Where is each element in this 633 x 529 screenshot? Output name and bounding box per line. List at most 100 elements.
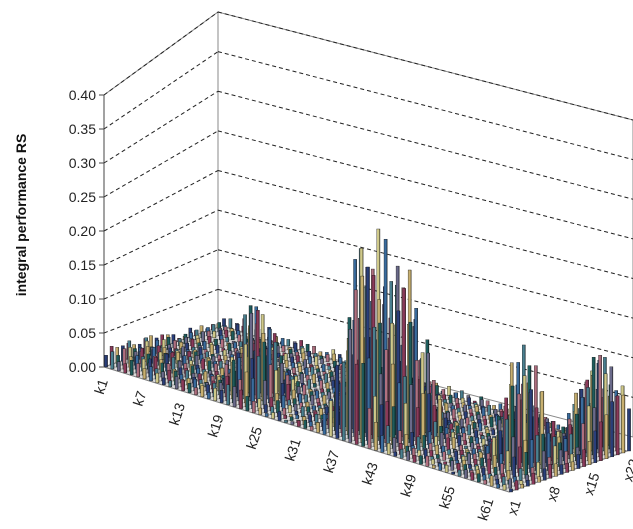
data-bar: [361, 363, 365, 447]
data-bar: [438, 463, 443, 471]
data-bar: [571, 461, 575, 471]
data-bar-shade: [238, 324, 240, 334]
data-bar-shade: [230, 343, 232, 354]
data-bar: [520, 484, 525, 489]
data-bar-shade: [310, 356, 312, 364]
data-bar-shade: [393, 364, 395, 445]
data-bar: [308, 356, 312, 364]
data-bar-shade: [277, 370, 278, 405]
data-bar-shade: [433, 459, 435, 465]
data-bar-shade: [273, 406, 274, 415]
data-bar-shade: [322, 388, 324, 394]
data-bar-shade: [151, 335, 153, 352]
data-bar-shade: [436, 436, 438, 451]
data-bar: [231, 331, 235, 340]
data-bar: [604, 414, 609, 459]
data-bar-shade: [567, 451, 568, 469]
data-bar-shade: [520, 446, 522, 477]
data-bar-shade: [308, 402, 310, 411]
data-bar: [452, 437, 456, 449]
data-bar-shade: [106, 355, 108, 367]
data-bar-shade: [441, 406, 443, 416]
data-bar-shade: [200, 373, 202, 385]
data-bar-shade: [305, 420, 307, 429]
data-bar-shade: [428, 456, 430, 467]
data-bar: [483, 419, 487, 426]
data-bar-shade: [521, 468, 523, 481]
data-bar-shade: [444, 394, 446, 402]
data-bar-shade: [444, 446, 446, 457]
data-bar-shade: [502, 463, 504, 479]
gridline-side: [103, 288, 219, 334]
data-bar-shade: [228, 384, 230, 405]
data-bar-shade: [302, 373, 304, 384]
data-bar-shade: [465, 433, 466, 441]
data-bar-shade: [325, 395, 327, 405]
data-bar-shade: [185, 355, 187, 370]
data-bar: [554, 463, 558, 477]
data-bar: [283, 414, 287, 419]
data-bar: [149, 366, 153, 382]
gridline-side: [103, 209, 219, 266]
data-bar-shade: [334, 380, 335, 390]
data-bar-shade: [573, 461, 575, 471]
data-bar: [489, 416, 494, 428]
data-bar-shade: [462, 419, 464, 429]
data-bar: [489, 475, 494, 487]
data-bar: [348, 329, 353, 443]
data-bar: [467, 397, 471, 406]
data-bar-shade: [301, 393, 303, 405]
data-bar-shade: [219, 355, 221, 362]
data-bar-shade: [590, 441, 592, 465]
data-bar-shade: [293, 362, 295, 370]
data-bar-shade: [440, 463, 442, 471]
data-bar-shade: [260, 398, 262, 411]
data-bar-shade: [495, 455, 497, 473]
data-bar-shade: [481, 432, 483, 435]
data-bar-shade: [311, 421, 313, 427]
data-bar-shade: [452, 403, 454, 408]
data-bar: [483, 479, 488, 485]
data-bar-shade: [472, 412, 474, 418]
data-bar-shade: [294, 390, 296, 403]
data-bar: [252, 401, 256, 413]
data-bar-shade: [419, 436, 421, 453]
data-bar-shade: [253, 378, 255, 409]
k-tick-label: k31: [282, 436, 304, 463]
data-bar-shade: [318, 398, 320, 403]
data-bar-shade: [272, 397, 274, 411]
data-bar-shade: [507, 419, 509, 473]
data-bar-shade: [167, 354, 169, 372]
data-bar-shade: [190, 383, 192, 393]
data-bar-shade: [151, 366, 153, 381]
data-bar: [342, 362, 346, 441]
data-bar-shade: [461, 445, 463, 455]
data-bar-shade: [558, 424, 560, 430]
data-bar-shade: [314, 405, 316, 413]
data-bar-shade: [301, 402, 303, 409]
data-bar-shade: [163, 371, 165, 381]
data-bar-shade: [273, 412, 275, 419]
data-bar-shade: [321, 380, 323, 390]
data-bar: [514, 480, 519, 491]
data-bar-shade: [511, 488, 513, 492]
data-bar-shade: [595, 430, 597, 463]
data-bar-shade: [318, 422, 320, 433]
data-bar-shade: [357, 364, 359, 445]
data-bar-shade: [297, 411, 299, 415]
data-bar-shade: [241, 390, 243, 409]
data-bar-shade: [522, 484, 524, 489]
data-bar-shade: [583, 423, 585, 463]
data-bar-shade: [376, 422, 378, 451]
data-bar-shade: [218, 345, 220, 354]
data-bar: [303, 419, 308, 429]
data-bar: [207, 392, 211, 399]
data-bar: [271, 412, 275, 419]
data-bar-shade: [308, 375, 310, 382]
data-bar-shade: [389, 443, 391, 455]
data-bar-shade: [424, 393, 425, 447]
data-bar-shade: [444, 389, 445, 398]
data-bar-shade: [328, 354, 330, 362]
data-bar-shade: [469, 397, 471, 406]
data-bar: [286, 339, 291, 347]
